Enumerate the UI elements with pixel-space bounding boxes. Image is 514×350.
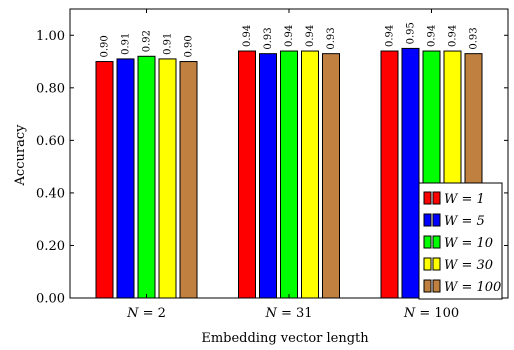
y-axis-title: Accuracy [13,124,28,187]
legend-label: W = 10 [444,236,493,251]
data-label: 0.90 [100,35,111,57]
bar-W10-N31 [280,50,298,299]
bar-W1-N31 [238,50,256,299]
bar-W100-N31 [322,53,340,299]
axes-layer: N = 2 N = 31 N = 100 0.00 0.20 0.40 0.60 0.80 1.… [36,8,509,321]
bar-W30-N2 [158,58,177,299]
legend-swatch [432,235,441,249]
y-tick-label: 0.20 [36,239,65,254]
bar-W10-N2 [137,55,156,299]
x-tick-label: N = 100 [403,306,459,321]
bar-W5-N2 [116,58,135,299]
data-labels-layer: 0.90 0.91 0.92 0.91 0.90 0.94 0.93 0.94 0.94 0.93… [100,22,480,57]
bar-W1-N100 [380,50,399,299]
legend-swatch [432,279,441,293]
data-label: 0.93 [469,27,480,49]
x-tick-label: N = 2 [126,306,166,321]
y-tick-label: 0.00 [36,292,65,307]
data-label: 0.94 [242,25,253,47]
legend-swatch [423,279,432,293]
legend-label: W = 1 [444,192,485,207]
bar-W5-N100 [401,47,420,299]
data-label: 0.94 [448,25,459,47]
y-tick-label: 0.60 [36,134,65,149]
legend-swatch [423,213,432,227]
legend-swatch [423,235,432,249]
legend-swatch [432,191,441,205]
y-tick-label: 1.00 [36,29,65,44]
data-label: 0.90 [184,35,195,57]
plot-frame [69,8,509,299]
legend-swatch [423,257,432,271]
y-tick-label: 0.40 [36,186,65,201]
bar-W5-N31 [259,53,277,299]
data-label: 0.92 [142,30,153,52]
data-label: 0.94 [385,25,396,47]
legend-label: W = 100 [444,280,501,295]
data-label: 0.93 [263,27,274,49]
data-label: 0.91 [121,33,132,55]
x-axis-title: Embedding vector length [201,331,369,346]
legend: W = 1 W = 5 W = 10 W = 30 W = 100 [418,182,503,300]
data-label: 0.94 [305,25,316,47]
legend-swatch [432,213,441,227]
bar-W1-N2 [95,61,114,299]
bar-W30-N31 [301,50,319,299]
legend-swatch [432,257,441,271]
x-tick-label: N = 31 [264,306,312,321]
data-label: 0.93 [326,27,337,49]
legend-label: W = 5 [444,214,485,229]
y-tick-label: 0.80 [36,81,65,96]
legend-swatch [423,191,432,205]
data-label: 0.94 [427,25,438,47]
legend-label: W = 30 [444,258,493,273]
data-label: 0.91 [163,33,174,55]
data-label: 0.95 [406,22,417,44]
data-label: 0.94 [284,25,295,47]
bar-W100-N2 [179,61,198,299]
bars-layer [95,47,483,299]
